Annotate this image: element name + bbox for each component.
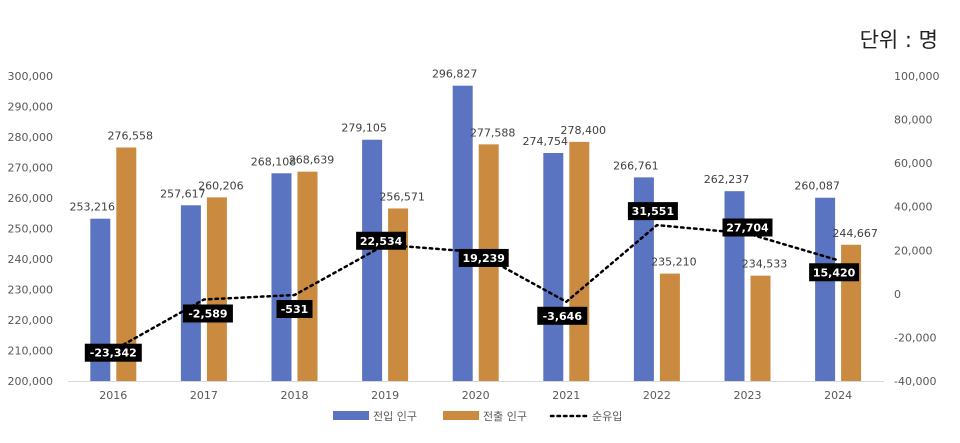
right-axis-tick: 80,000 [894,114,933,127]
bar-in-label: 266,761 [613,159,659,172]
bar-out-label: 276,558 [108,129,154,142]
net-label-box [458,248,509,267]
net-label-box [356,231,407,250]
bar-in-label: 274,754 [523,135,569,148]
bar-out-label: 235,210 [651,256,697,269]
net-label-box [84,343,142,362]
right-axis-tick: 20,000 [894,244,933,257]
bar-out [116,147,137,381]
net-label: 15,420 [813,266,856,279]
net-label: -2,589 [188,307,227,320]
left-axis-tick: 240,000 [8,253,54,266]
right-axis-tick: 60,000 [894,157,933,170]
net-label: -23,342 [90,347,137,360]
legend-swatch-in [333,411,369,420]
bar-out [569,141,590,381]
bar-out-label: 256,571 [379,190,425,203]
net-label-box [722,218,773,237]
bar-out [750,275,771,381]
left-axis-tick: 220,000 [8,314,54,327]
left-axis-tick: 300,000 [8,70,54,83]
bar-in [815,197,836,381]
bar-out-label: 268,639 [289,154,335,167]
net-label: -531 [281,303,309,316]
bar-in-label: 260,087 [794,180,840,193]
x-axis-tick: 2017 [190,389,218,402]
bar-out-label: 260,206 [198,179,244,192]
bar-out [388,208,409,381]
x-axis-tick: 2018 [281,389,309,402]
right-axis-tick: 40,000 [894,201,933,214]
bar-out-label: 244,667 [832,227,878,240]
bar-out-label: 234,533 [742,258,788,271]
net-label-box [537,306,588,325]
bar-out [206,197,227,381]
net-label: 19,239 [462,252,504,265]
net-label: 27,704 [726,222,769,235]
bar-in [452,85,473,382]
bar-in [271,173,292,381]
net-label: 31,551 [632,205,674,218]
left-axis-tick: 270,000 [8,162,54,175]
left-axis-tick: 200,000 [8,375,54,388]
bar-in [724,191,745,381]
x-axis-tick: 2019 [371,389,399,402]
bar-in [633,177,654,381]
left-axis-tick: 260,000 [8,192,54,205]
legend-label-net: 순유입 [592,410,622,423]
left-axis-tick: 250,000 [8,223,54,236]
right-axis-tick: 0 [894,288,901,301]
bar-out [297,171,318,381]
net-label-box [809,263,860,282]
bar-in [543,153,564,381]
left-axis-tick: 230,000 [8,284,54,297]
bar-in-label: 279,105 [341,122,387,135]
legend-label-in: 전입 인구 [373,410,417,423]
bar-out-label: 278,400 [561,124,607,137]
left-axis-tick: 280,000 [8,131,54,144]
bar-out [659,273,680,381]
bar-in-label: 268,108 [251,155,297,168]
net-label: 22,534 [360,235,403,248]
unit-label: 단위 : 명 [859,28,938,52]
x-axis-tick: 2022 [643,389,671,402]
x-axis-tick: 2021 [552,389,580,402]
net-label-box [627,202,678,221]
bar-in-label: 253,216 [70,201,116,214]
net-label: -3,646 [543,310,583,323]
bar-in-label: 257,617 [160,187,206,200]
net-label-box [276,300,313,319]
net-label-box [182,304,233,323]
legend-label-out: 전출 인구 [483,410,527,423]
legend-swatch-out [443,411,479,420]
right-axis-tick: -20,000 [894,331,936,344]
left-axis-tick: 210,000 [8,345,54,358]
bar-in [362,139,383,381]
x-axis-tick: 2020 [462,389,490,402]
x-axis-tick: 2016 [99,389,127,402]
bar-in-label: 296,827 [432,68,478,81]
bar-in [180,205,201,381]
right-axis-tick: -40,000 [894,375,936,388]
x-axis-tick: 2023 [734,389,762,402]
bar-out-label: 277,588 [470,126,516,139]
x-axis-tick: 2024 [824,389,852,402]
bar-in-label: 262,237 [704,173,750,186]
left-axis-tick: 290,000 [8,101,54,114]
right-axis-tick: 100,000 [894,70,940,83]
bar-in [90,218,111,381]
